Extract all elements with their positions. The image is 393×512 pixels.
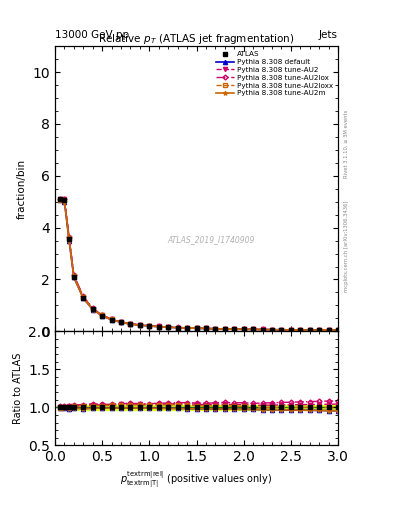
Title: Relative $p_T$ (ATLAS jet fragmentation): Relative $p_T$ (ATLAS jet fragmentation) [98, 32, 295, 46]
Legend: ATLAS, Pythia 8.308 default, Pythia 8.308 tune-AU2, Pythia 8.308 tune-AU2lox, Py: ATLAS, Pythia 8.308 default, Pythia 8.30… [213, 48, 336, 99]
Text: 13000 GeV pp: 13000 GeV pp [55, 30, 129, 40]
Y-axis label: fraction/bin: fraction/bin [17, 159, 27, 219]
Y-axis label: Ratio to ATLAS: Ratio to ATLAS [13, 353, 23, 424]
Text: Rivet 3.1.10, ≥ 3M events: Rivet 3.1.10, ≥ 3M events [344, 109, 349, 178]
X-axis label: $p_{\mathrm{textrm|T|}}^{\mathrm{textrm|rel|}}$ (positive values only): $p_{\mathrm{textrm|T|}}^{\mathrm{textrm|… [120, 470, 273, 490]
Text: ATLAS_2019_I1740909: ATLAS_2019_I1740909 [167, 236, 254, 245]
Text: mcplots.cern.ch [arXiv:1306.3436]: mcplots.cern.ch [arXiv:1306.3436] [344, 200, 349, 291]
Text: Jets: Jets [319, 30, 338, 40]
